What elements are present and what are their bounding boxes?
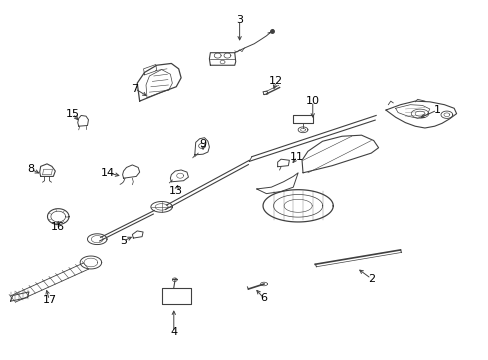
Text: 14: 14 bbox=[101, 168, 115, 178]
Text: 5: 5 bbox=[120, 236, 127, 246]
Text: 13: 13 bbox=[169, 186, 183, 196]
Text: 9: 9 bbox=[199, 139, 206, 149]
Text: 12: 12 bbox=[268, 76, 283, 86]
Text: 4: 4 bbox=[170, 327, 177, 337]
Text: 2: 2 bbox=[367, 274, 374, 284]
Text: 1: 1 bbox=[433, 105, 440, 115]
Text: 11: 11 bbox=[289, 152, 304, 162]
Text: 10: 10 bbox=[305, 96, 319, 106]
Text: 3: 3 bbox=[236, 15, 243, 26]
Text: 7: 7 bbox=[131, 84, 138, 94]
Text: 17: 17 bbox=[42, 295, 57, 305]
Text: 15: 15 bbox=[66, 109, 80, 119]
Text: 6: 6 bbox=[260, 293, 267, 303]
Text: 16: 16 bbox=[51, 222, 65, 231]
Text: 8: 8 bbox=[27, 164, 35, 174]
